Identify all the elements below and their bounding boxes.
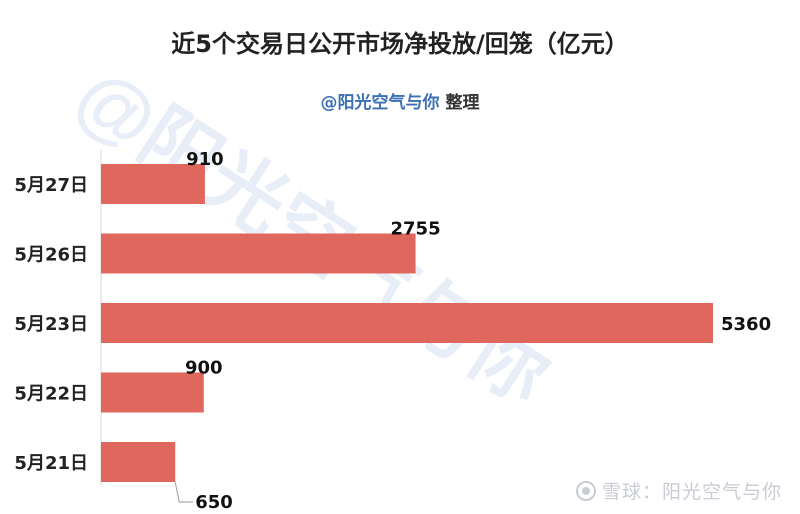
bar: [101, 303, 713, 343]
bar: [101, 442, 176, 482]
chart-subtitle: @阳光空气与你 整理: [0, 88, 800, 113]
footer-watermark-text: 雪球：阳光空气与你: [601, 481, 782, 503]
bar: [101, 233, 416, 274]
bar: [101, 164, 205, 204]
category-tick-label: 5月26日: [14, 245, 88, 266]
footer-watermark: 雪球：阳光空气与你: [575, 477, 782, 504]
bar: [101, 372, 204, 413]
data-label: 650: [195, 492, 233, 513]
subtitle-handle: @阳光空气与你: [320, 93, 440, 113]
category-tick-label: 5月27日: [14, 175, 88, 196]
subtitle-suffix: 整理: [445, 93, 480, 113]
data-label: 910: [186, 149, 224, 170]
category-tick-label: 5月21日: [14, 453, 88, 474]
snowball-logo-icon: [575, 480, 596, 501]
data-label: 5360: [721, 314, 771, 335]
data-label: 900: [185, 358, 223, 379]
category-tick-label: 5月23日: [14, 314, 88, 335]
data-label: 2755: [391, 219, 441, 240]
chart-title: 近5个交易日公开市场净投放/回笼（亿元）: [171, 30, 629, 58]
data-label-leader-line: [174, 481, 194, 503]
category-tick-label: 5月22日: [14, 384, 88, 405]
